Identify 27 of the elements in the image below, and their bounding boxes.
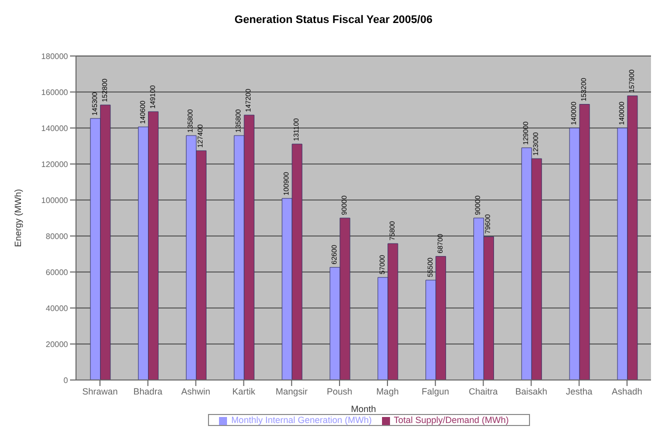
y-tick-label: 40000 (46, 304, 69, 313)
x-tick-label: Ashadh (612, 386, 642, 396)
y-tick-label: 60000 (46, 268, 69, 277)
y-tick-label: 20000 (46, 340, 69, 349)
y-tick-label: 0 (64, 376, 69, 385)
x-tick-label: Baisakh (515, 386, 548, 396)
y-tick-label: 100000 (41, 196, 69, 205)
x-tick-label: Bhadra (133, 386, 162, 396)
y-tick-label: 180000 (41, 52, 69, 61)
x-tick-label: Mangsir (276, 386, 308, 396)
y-tick-label: 160000 (41, 88, 69, 97)
x-tick-label: Kartik (232, 386, 256, 396)
x-tick-label: Poush (326, 386, 352, 396)
x-tick-label: Ashwin (181, 386, 210, 396)
y-axis-title: Energy (MWh) (13, 188, 24, 248)
y-tick-label: 140000 (41, 124, 69, 133)
chart-title: Generation Status Fiscal Year 2005/06 (234, 13, 434, 28)
y-tick-label: 120000 (41, 160, 69, 169)
x-tick-label: Chaitra (468, 386, 498, 396)
x-axis-title: Month (350, 404, 376, 414)
x-tick-label: Magh (376, 386, 399, 396)
x-tick-label: Shrawan (82, 386, 118, 396)
legend-label: Total Supply/Demand (MWh) (394, 415, 509, 425)
y-tick-label: 80000 (46, 232, 69, 241)
legend-label: Monthly Internal Generation (MWh) (231, 415, 372, 425)
x-tick-label: Falgun (422, 386, 450, 396)
x-tick-label: Jestha (566, 386, 592, 396)
